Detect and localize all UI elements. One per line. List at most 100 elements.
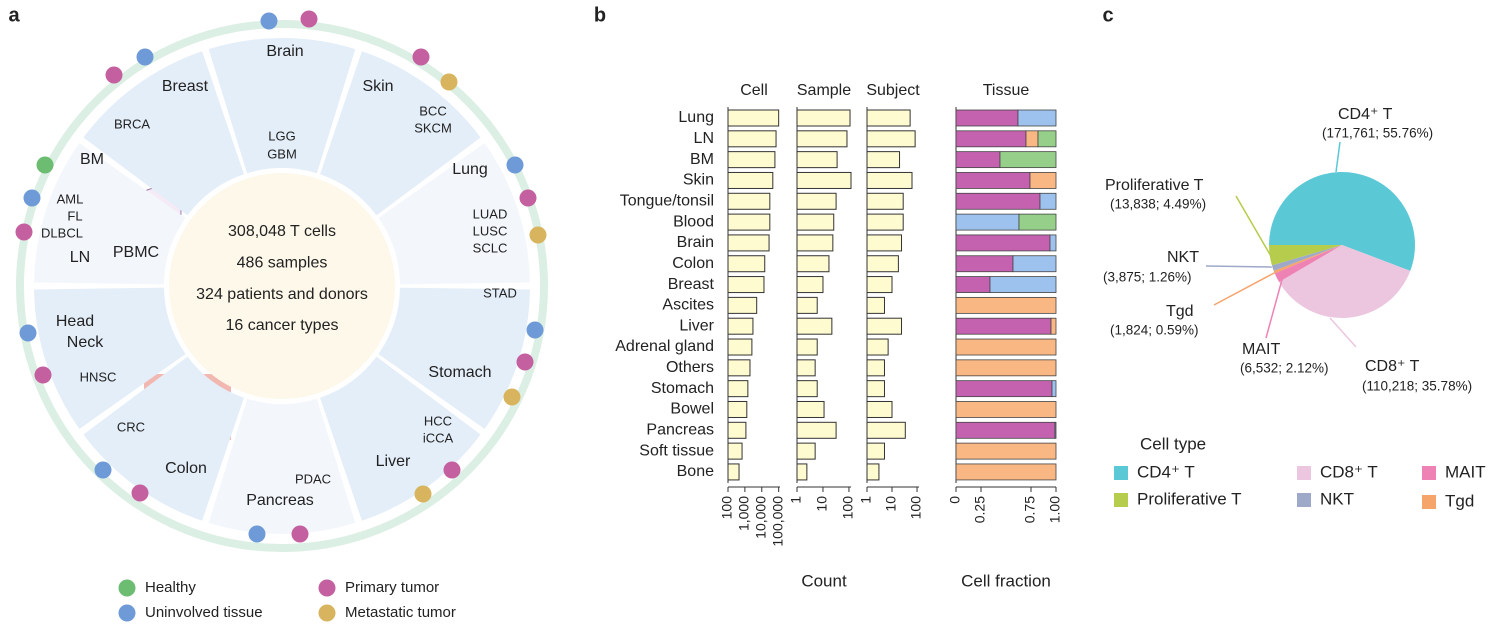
bar-segment — [955, 296, 1057, 314]
row-label: Liver — [679, 317, 714, 334]
legend-label: Metastatic tumor — [345, 604, 456, 621]
leader-line — [1213, 271, 1277, 306]
panel-letter: b — [594, 4, 606, 26]
bar — [866, 171, 913, 189]
x-tick-label: 10 — [883, 496, 899, 512]
bar — [727, 234, 770, 252]
bar-segment — [1054, 421, 1057, 439]
row-label: Blood — [673, 213, 714, 230]
bar-segment — [955, 442, 1057, 460]
bar — [727, 213, 771, 231]
bar — [796, 255, 830, 273]
bar — [727, 151, 776, 169]
leader-line — [1235, 195, 1273, 259]
sample-dot — [131, 484, 149, 502]
bar-segment — [955, 109, 1019, 127]
row-label: Bone — [677, 463, 714, 480]
bar — [866, 463, 880, 481]
leader-line — [1265, 275, 1284, 339]
bar — [796, 213, 835, 231]
row-label: Others — [666, 359, 714, 376]
row-label: BM — [690, 151, 714, 168]
bar — [866, 192, 904, 210]
bar — [727, 192, 771, 210]
bar — [796, 400, 825, 418]
bar-segment — [955, 317, 1052, 335]
bar — [796, 463, 808, 481]
row-label: Brain — [677, 234, 714, 251]
bar — [796, 380, 818, 398]
cancer-label: HNSC — [80, 369, 117, 384]
organ-label: BM — [80, 151, 104, 168]
row-label: LN — [694, 130, 714, 147]
legend-swatch — [1297, 466, 1311, 480]
leader-line — [1329, 317, 1357, 348]
sample-dot — [23, 189, 41, 207]
row-label: Ascites — [662, 297, 714, 314]
sector — [208, 398, 356, 534]
bar-segment — [1025, 130, 1039, 148]
legend-label: Tgd — [1445, 491, 1474, 510]
cancer-label: BCC — [419, 103, 446, 118]
bar — [727, 400, 748, 418]
sample-dot — [36, 156, 54, 174]
leader-line — [1335, 141, 1341, 173]
bar — [866, 380, 885, 398]
slice-label: NKT — [1167, 249, 1199, 266]
sample-dot — [414, 485, 432, 503]
cancer-label: LGG — [268, 128, 295, 143]
legend-label: CD4⁺ T — [1137, 462, 1195, 481]
bar — [727, 276, 765, 294]
row-label: Bowel — [670, 401, 714, 418]
cancer-label: DLBCL — [41, 225, 83, 240]
center-text: 324 patients and donors — [196, 286, 368, 303]
cancer-label: BRCA — [114, 116, 150, 131]
cancer-label: AML — [57, 191, 84, 206]
sample-dot — [440, 73, 458, 91]
bar — [727, 442, 743, 460]
bar-segment — [1018, 213, 1057, 231]
bar — [727, 296, 758, 314]
sample-dot — [94, 461, 112, 479]
sector — [83, 356, 244, 521]
sample-dot — [506, 156, 524, 174]
slice-value-label: (13,838; 4.49%) — [1110, 197, 1206, 212]
organ-label: Skin — [362, 78, 393, 95]
slice-value-label: (6,532; 2.12%) — [1240, 361, 1329, 376]
bar — [727, 317, 754, 335]
sample-dot — [105, 66, 123, 84]
organ-label: Breast — [162, 78, 209, 95]
legend-label: Primary tumor — [345, 579, 439, 596]
sample-dot — [443, 461, 461, 479]
leader-line — [1205, 265, 1273, 268]
row-label: Breast — [668, 276, 715, 293]
bar — [796, 171, 852, 189]
axis-label: Count — [801, 571, 847, 590]
bar-segment — [1051, 380, 1057, 398]
cancer-label: LUSC — [473, 223, 508, 238]
bar-segment — [989, 276, 1057, 293]
sector — [378, 143, 530, 285]
pie-slice — [1279, 245, 1411, 319]
legend-swatch — [1297, 493, 1311, 507]
bar-segment — [955, 192, 1041, 210]
pie-slice — [1271, 245, 1342, 271]
x-tick-label: 10,000 — [752, 496, 768, 539]
organ-label: PBMC — [113, 244, 159, 261]
bar — [727, 255, 766, 273]
bar — [727, 338, 753, 356]
column-title: Cell — [740, 82, 768, 99]
bar — [727, 130, 777, 148]
bar-segment — [955, 338, 1057, 356]
bar — [866, 442, 885, 460]
row-label: Pancreas — [646, 422, 714, 439]
slice-value-label: (1,824; 0.59%) — [1110, 323, 1199, 338]
sample-dot — [526, 321, 544, 339]
column-title: Tissue — [983, 82, 1030, 99]
bar — [796, 338, 818, 356]
bar-segment — [1012, 255, 1057, 273]
bar — [727, 463, 740, 481]
bar — [866, 296, 885, 314]
organ-label: Colon — [165, 460, 207, 477]
pie-slice — [1269, 172, 1415, 271]
